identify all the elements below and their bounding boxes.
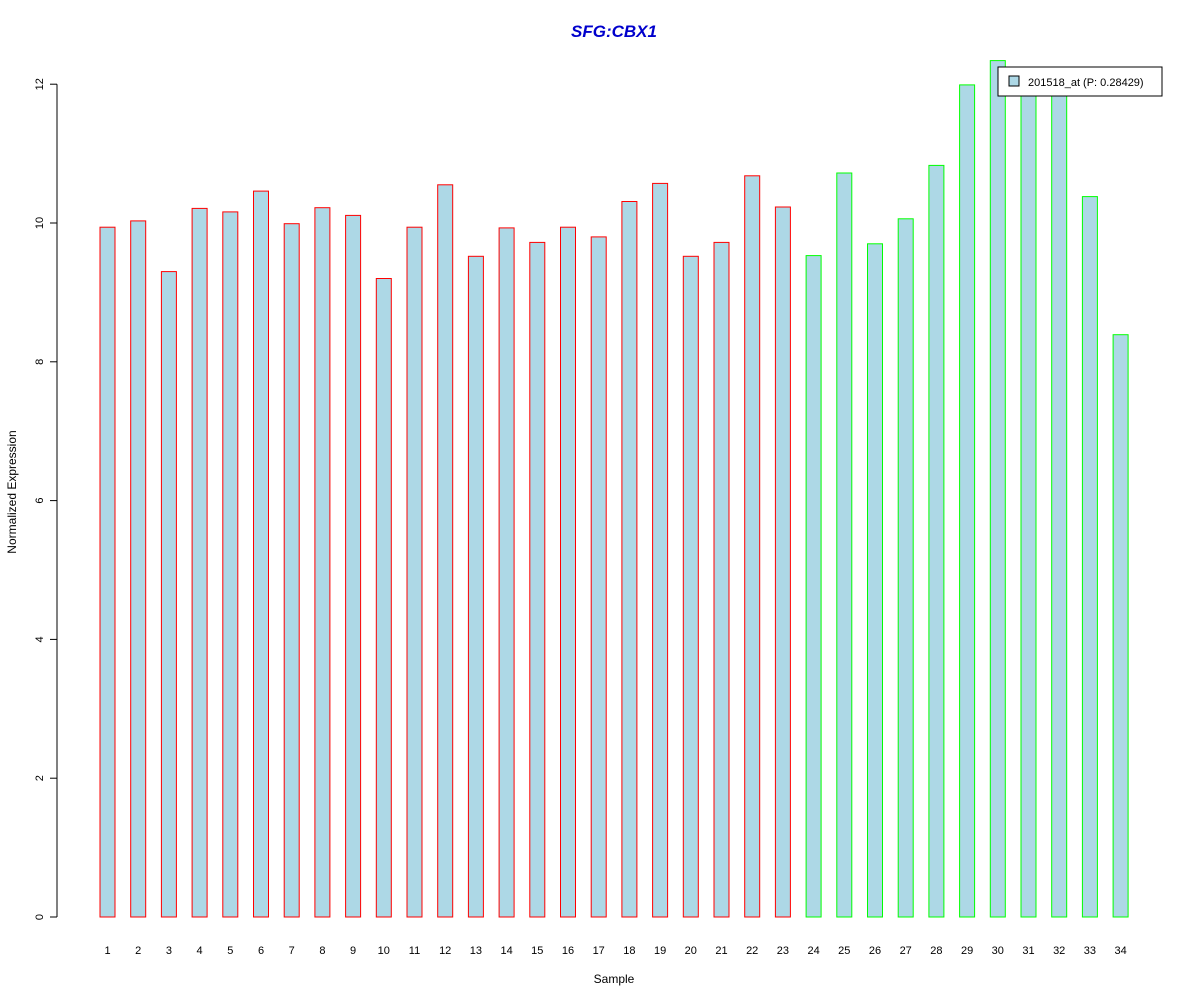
bars xyxy=(99,60,1129,918)
y-tick-label: 10 xyxy=(34,217,46,229)
x-tick-label: 1 xyxy=(104,945,110,957)
x-tick-label: 23 xyxy=(777,945,789,957)
bar-sample-32 xyxy=(1051,90,1068,918)
legend-label: 201518_at (P: 0.28429) xyxy=(1028,77,1144,89)
legend-swatch xyxy=(1008,75,1020,87)
bar-sample-13 xyxy=(467,255,484,918)
x-tick-label: 6 xyxy=(258,945,264,957)
x-tick-label: 31 xyxy=(1022,945,1034,957)
x-tick-label: 33 xyxy=(1084,945,1096,957)
x-tick-label: 18 xyxy=(623,945,635,957)
x-tick-label: 27 xyxy=(900,945,912,957)
x-tick-label: 9 xyxy=(350,945,356,957)
bar-sample-17 xyxy=(590,236,607,918)
x-tick-label: 25 xyxy=(838,945,850,957)
x-axis-label: Sample xyxy=(594,972,635,986)
bar-sample-34 xyxy=(1112,334,1129,918)
x-tick-label: 20 xyxy=(685,945,697,957)
x-tick-label: 12 xyxy=(439,945,451,957)
bar-sample-25 xyxy=(836,172,853,918)
bar-sample-3 xyxy=(160,271,177,918)
y-tick-label: 4 xyxy=(34,636,46,642)
x-tick-label: 28 xyxy=(930,945,942,957)
bar-sample-18 xyxy=(621,201,638,918)
bar-sample-33 xyxy=(1081,196,1098,918)
x-tick-label: 2 xyxy=(135,945,141,957)
legend-box xyxy=(997,66,1163,97)
bar-sample-30 xyxy=(989,60,1006,918)
chart-title: SFG:CBX1 xyxy=(571,22,657,41)
x-tick-label: 11 xyxy=(409,945,420,957)
bar-sample-9 xyxy=(345,214,362,918)
bar-sample-16 xyxy=(560,226,576,918)
bar-sample-12 xyxy=(437,184,454,918)
x-tick-label: 22 xyxy=(746,945,758,957)
bar-sample-5 xyxy=(222,211,239,918)
x-tick-label: 19 xyxy=(654,945,666,957)
bar-sample-27 xyxy=(897,218,914,918)
x-tick-label: 5 xyxy=(227,945,233,957)
x-tick-label: 30 xyxy=(992,945,1004,957)
bar-sample-19 xyxy=(652,182,669,918)
y-tick-label: 2 xyxy=(34,775,46,781)
x-tick-label: 26 xyxy=(869,945,881,957)
x-tick-label: 7 xyxy=(289,945,295,957)
x-tick-label: 21 xyxy=(715,945,727,957)
x-tick-label: 34 xyxy=(1114,945,1126,957)
bar-sample-14 xyxy=(498,227,515,918)
bar-sample-7 xyxy=(283,223,300,918)
legend: 201518_at (P: 0.28429) xyxy=(997,66,1163,97)
bar-sample-23 xyxy=(774,206,791,918)
x-tick-label: 32 xyxy=(1053,945,1065,957)
x-tick-label: 29 xyxy=(961,945,973,957)
y-tick-label: 8 xyxy=(34,359,46,365)
bar-sample-29 xyxy=(959,84,976,918)
bar-sample-11 xyxy=(406,226,423,918)
bar-sample-15 xyxy=(529,241,546,918)
y-axis-label: Normalized Expression xyxy=(5,430,19,553)
bar-sample-4 xyxy=(191,207,208,918)
x-tick-label: 10 xyxy=(378,945,390,957)
x-tick-label: 15 xyxy=(531,945,543,957)
x-tick-label: 13 xyxy=(470,945,482,957)
y-tick-label: 6 xyxy=(34,498,46,504)
x-axis-tick-labels: 1 2 3 4 5 6 7 8 9 10 11 12 13 14 15 16 17 18 19 20 21 22 23 24 2… xyxy=(104,945,1126,957)
bar-sample-2 xyxy=(130,220,147,918)
bar-sample-6 xyxy=(253,190,269,918)
x-tick-label: 16 xyxy=(562,945,574,957)
bar-sample-20 xyxy=(682,255,699,918)
bar-sample-31 xyxy=(1020,90,1037,918)
y-tick-label: 12 xyxy=(34,78,46,90)
bar-sample-26 xyxy=(867,243,883,918)
x-tick-label: 14 xyxy=(500,945,512,957)
y-tick-label: 0 xyxy=(34,914,46,920)
x-tick-label: 4 xyxy=(197,945,203,957)
bar-sample-24 xyxy=(805,255,822,918)
x-tick-label: 3 xyxy=(166,945,172,957)
x-tick-label: 24 xyxy=(807,945,819,957)
bar-sample-1 xyxy=(99,226,116,918)
bar-sample-28 xyxy=(928,164,945,918)
bar-sample-10 xyxy=(375,278,392,918)
bar-sample-22 xyxy=(744,175,761,918)
x-tick-label: 8 xyxy=(319,945,325,957)
bar-sample-8 xyxy=(314,207,331,918)
y-axis: 0 2 4 6 8 10 12 xyxy=(34,78,58,920)
x-tick-label: 17 xyxy=(593,945,605,957)
bar-sample-21 xyxy=(713,241,730,918)
